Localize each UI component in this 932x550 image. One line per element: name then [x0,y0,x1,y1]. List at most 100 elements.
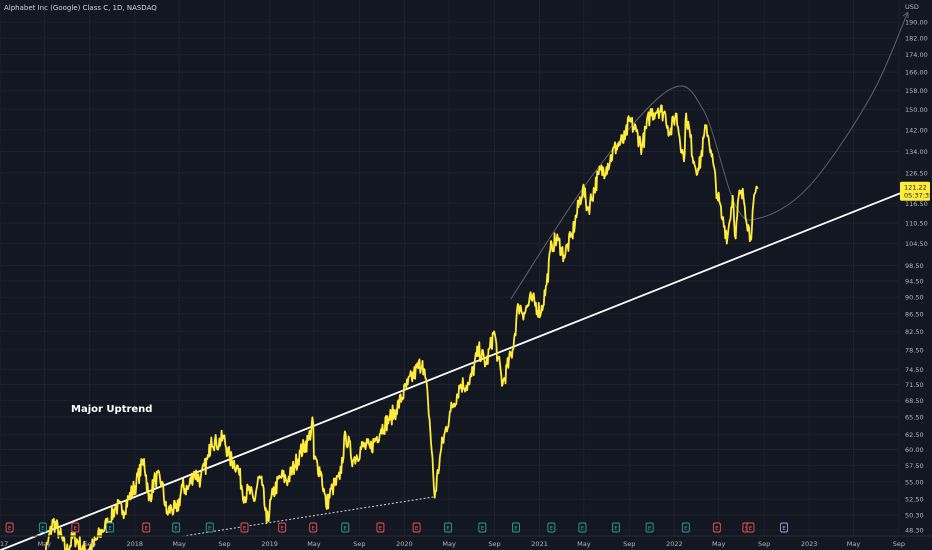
projection-curve [510,11,909,300]
earnings-marker-letter: E [782,526,786,532]
earnings-marker-box [412,522,421,533]
price-tick-label: 182.00 [905,34,928,42]
earnings-marker[interactable]: E [412,522,421,533]
earnings-marker[interactable]: E [240,522,249,533]
earnings-marker[interactable]: E [645,522,654,533]
time-tick-label: 2018 [127,540,144,548]
earnings-marker[interactable]: E [341,522,350,533]
time-tick-label: May [307,540,321,548]
price-tick-label: 150.00 [905,106,928,114]
time-tick-label: 2021 [531,540,548,548]
earnings-marker-box [71,522,80,533]
earnings-marker[interactable]: E [681,522,690,533]
earnings-marker-box [780,522,789,533]
time-tick-label: Sep [84,540,96,548]
price-axis[interactable]: USD 190.00 182.00 174.00 166.00 158.00 150.00 1… [905,3,928,535]
price-tick-label: 90.50 [905,294,924,302]
earnings-marker[interactable]: E [205,522,214,533]
time-tick-label: May [172,540,186,548]
earnings-marker[interactable]: E [547,522,556,533]
earnings-marker-letter: E [581,526,585,532]
earnings-marker[interactable]: E [746,522,755,533]
chart-grid [0,0,900,536]
last-price-value: 121.22 [904,183,927,191]
earnings-marker-letter: E [108,526,112,532]
earnings-marker-letter: E [145,526,149,532]
earnings-marker-letter: E [208,526,212,532]
price-tick-label: 98.50 [905,262,924,270]
earnings-marker[interactable]: E [444,522,452,533]
earnings-marker-letter: E [514,526,518,532]
earnings-marker-box [612,522,620,533]
earnings-marker[interactable]: E [278,522,287,533]
earnings-marker[interactable]: E [511,522,520,533]
price-tick-label: 65.50 [905,414,924,422]
time-tick-label: 2020 [396,540,413,548]
earnings-marker-letter: E [280,526,284,532]
price-tick-label: 174.00 [905,51,928,59]
time-tick-label: May [38,540,52,548]
annotation-major-uptrend[interactable]: Major Uptrend [71,404,152,415]
time-tick-label: Sep [623,540,635,548]
earnings-marker-box [681,522,690,533]
earnings-marker-letter: E [344,526,348,532]
price-series [45,104,759,550]
projection-arrowhead [902,11,909,19]
earnings-marker[interactable]: E [309,522,318,533]
price-tick-label: 104.50 [905,240,928,248]
price-tick-label: 190.00 [905,19,928,27]
earnings-marker-letter: E [684,526,688,532]
earnings-marker[interactable]: E [38,522,47,533]
earnings-marker-box [578,522,587,533]
time-tick-label: Sep [893,540,905,548]
price-tick-label: 68.50 [905,397,924,405]
earnings-marker[interactable]: E [71,522,80,533]
time-tick-label: May [712,540,726,548]
earnings-marker[interactable]: E [478,522,487,533]
earnings-marker[interactable]: E [172,522,181,533]
price-tick-label: 48.30 [905,527,924,535]
earnings-marker-letter: E [174,526,178,532]
time-tick-label: Sep [218,540,230,548]
earnings-marker[interactable]: E [142,522,151,533]
earnings-marker[interactable]: E [712,522,721,533]
earnings-marker[interactable]: E [780,522,789,533]
earnings-marker-letter: E [243,526,247,532]
earnings-marker-letter: E [614,526,618,532]
price-tick-label: 71.50 [905,381,924,389]
price-tick-label: 82.50 [905,328,924,336]
last-price-countdown: 05:37:35 [904,191,932,199]
price-tick-label: 78.50 [905,346,924,354]
time-tick-label: May [847,540,861,548]
price-tick-label: 142.00 [905,127,928,135]
price-tick-label: 126.50 [905,169,928,177]
price-tick-label: 74.50 [905,366,924,374]
earnings-marker-box [444,522,452,533]
price-tick-label: 62.50 [905,431,924,439]
earnings-marker-box [278,522,287,533]
time-axis[interactable]: 2017 May Sep 2018 May Sep 2019 May Sep 2020 May Sep… [0,535,932,548]
earnings-marker-letter: E [481,526,485,532]
earnings-marker-letter: E [749,526,753,532]
earnings-marker[interactable]: E [106,522,115,533]
earnings-marker-box [38,522,47,533]
earnings-marker[interactable]: E [578,522,587,533]
last-price-badge-bg [900,181,930,201]
time-tick-label: 2022 [666,540,683,548]
price-line [45,104,759,550]
earnings-marker[interactable]: E [376,522,385,533]
earnings-marker-box [478,522,487,533]
earnings-marker[interactable]: E [5,522,14,533]
earnings-marker-letter: E [41,526,45,532]
earnings-marker-box [172,522,181,533]
earnings-marker[interactable]: E [612,522,620,533]
last-price-badge: 121.22 05:37:35 [900,181,932,201]
price-tick-label: 50.30 [905,511,924,519]
symbol-title[interactable]: Alphabet Inc (Google) Class C, 1D, NASDA… [4,4,157,12]
earnings-marker-box [746,522,755,533]
earnings-marker-box [142,522,151,533]
time-tick-label: 2017 [0,540,8,548]
